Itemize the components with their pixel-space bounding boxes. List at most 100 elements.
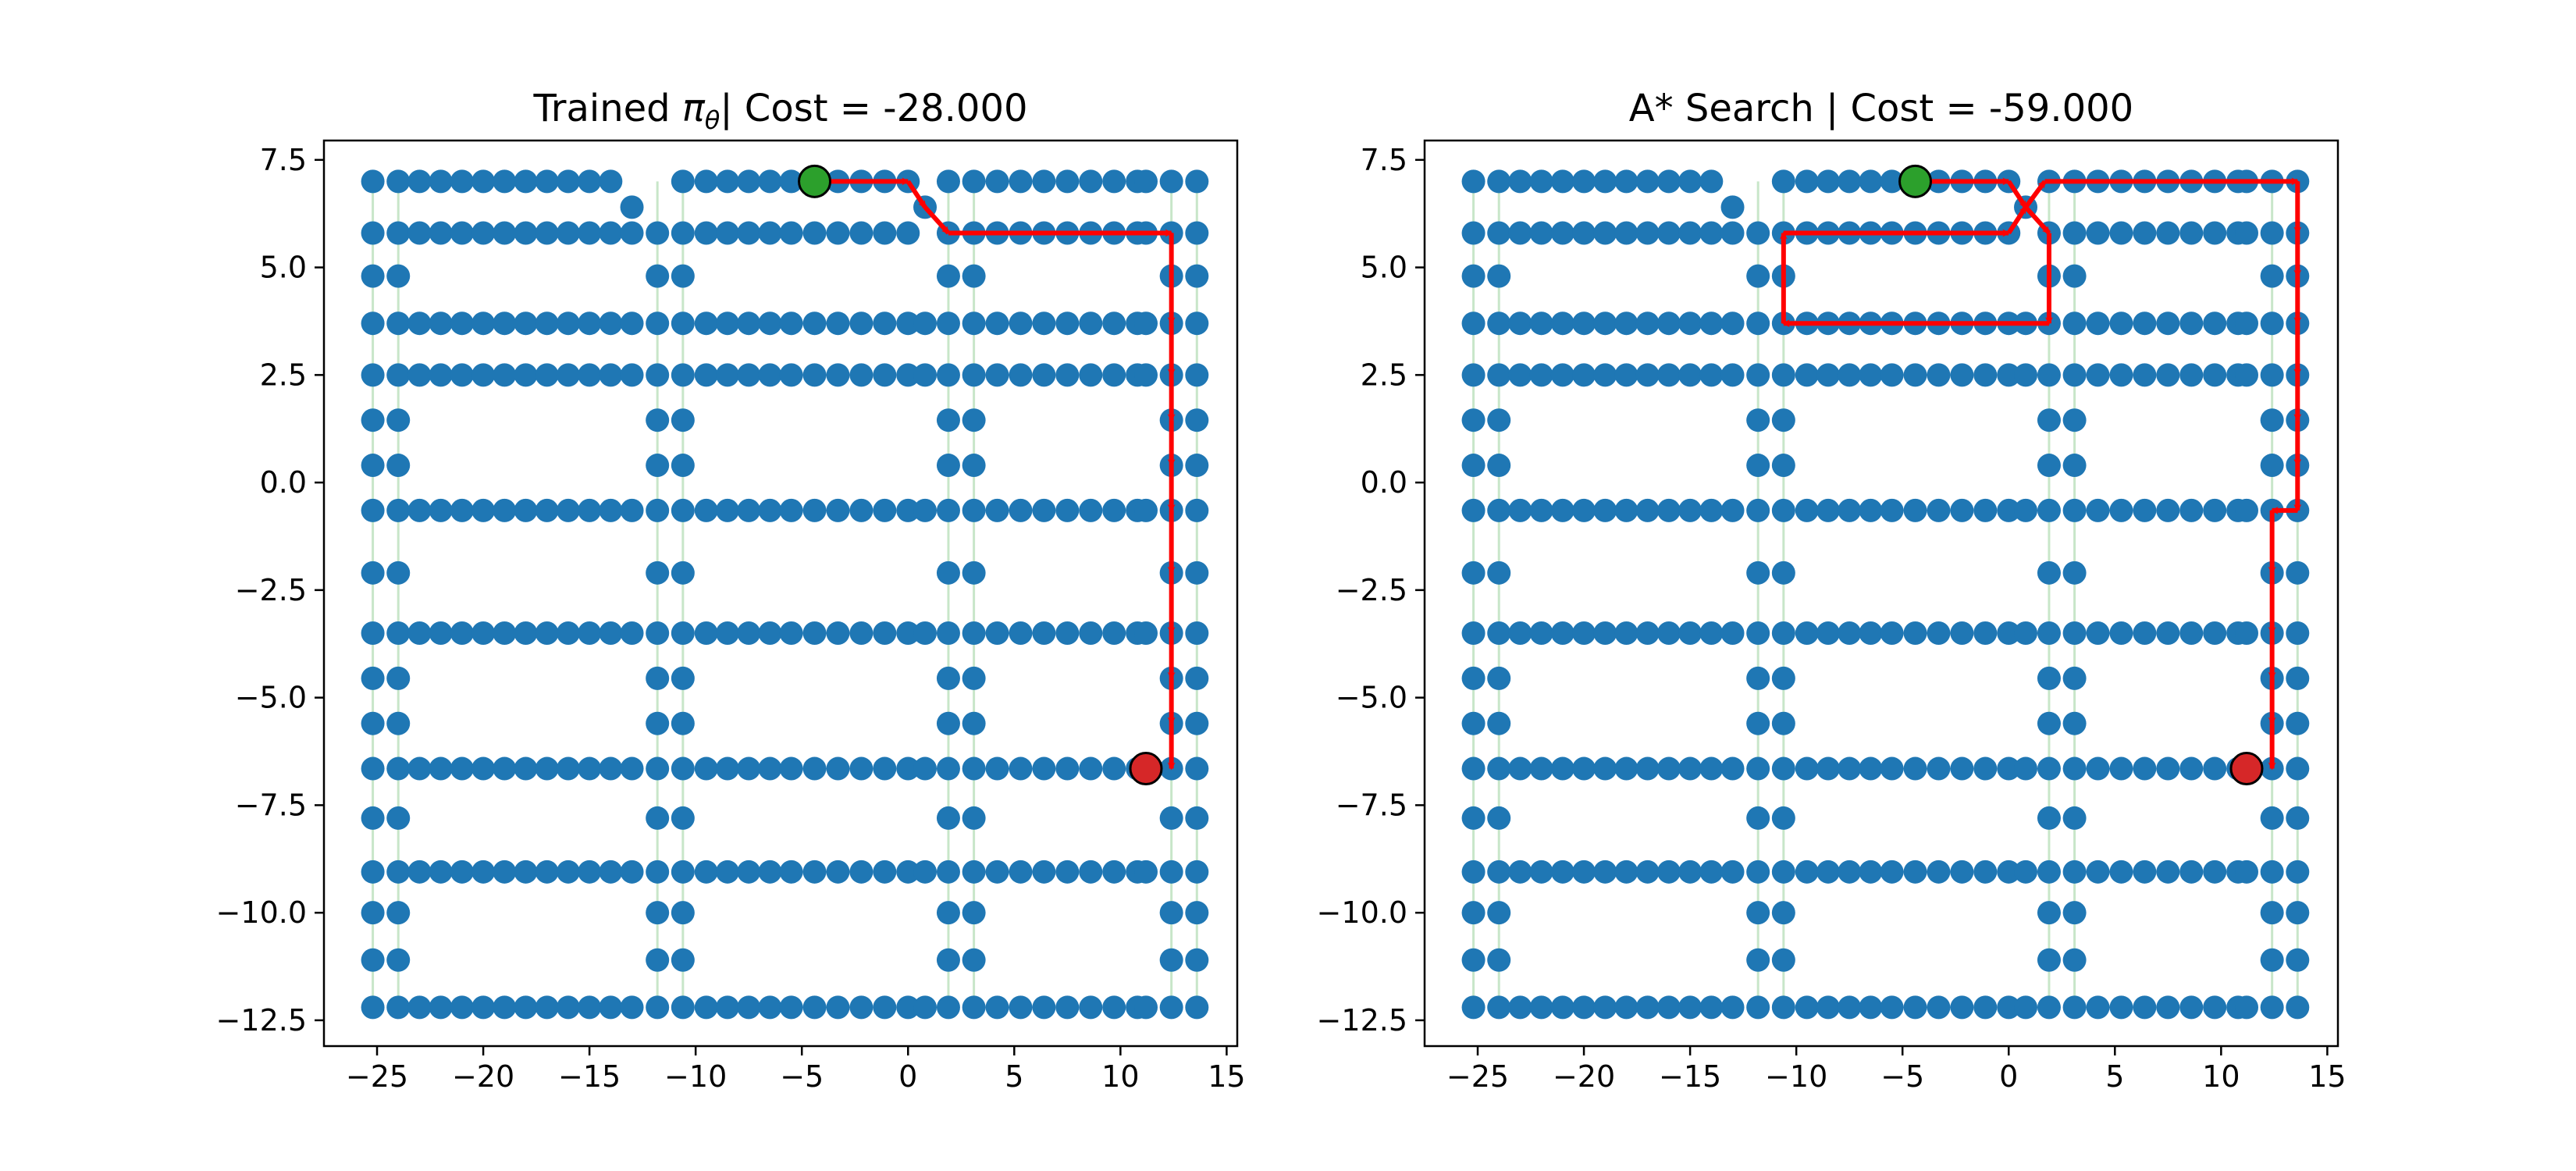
graph-node — [826, 756, 850, 781]
graph-node — [429, 860, 453, 884]
graph-node — [962, 311, 986, 336]
graph-node — [1997, 756, 2021, 781]
graph-node — [913, 363, 938, 387]
graph-node — [1032, 621, 1056, 645]
graph-node — [1746, 498, 1770, 522]
graph-node — [694, 621, 718, 645]
graph-node — [1185, 711, 1209, 735]
graph-node — [802, 860, 827, 884]
graph-node — [1009, 498, 1033, 522]
graph-node — [737, 311, 761, 336]
graph-node — [1593, 621, 1617, 645]
graph-node — [1461, 454, 1485, 478]
graph-node — [758, 498, 782, 522]
graph-node — [578, 498, 602, 522]
graph-node — [1656, 363, 1681, 387]
graph-node — [2260, 221, 2284, 245]
graph-node — [1771, 561, 1795, 585]
graph-node — [962, 621, 986, 645]
graph-node — [962, 666, 986, 690]
graph-node — [386, 666, 411, 690]
graph-node — [2133, 621, 2157, 645]
graph-node — [1079, 169, 1103, 194]
graph-node — [450, 860, 474, 884]
graph-node — [1009, 621, 1033, 645]
graph-node — [936, 948, 960, 972]
graph-node — [1055, 621, 1080, 645]
graph-node — [936, 711, 960, 735]
graph-node — [671, 948, 695, 972]
graph-node — [1859, 498, 1883, 522]
graph-node — [1159, 948, 1183, 972]
graph-node — [1572, 498, 1596, 522]
graph-node — [450, 221, 474, 245]
graph-node — [514, 498, 538, 522]
graph-node — [896, 221, 920, 245]
graph-node — [1185, 995, 1209, 1020]
graph-node — [599, 169, 623, 194]
x-tick-label: 5 — [2105, 1059, 2124, 1094]
graph-node — [1678, 756, 1703, 781]
graph-node — [599, 860, 623, 884]
graph-node — [2109, 860, 2133, 884]
y-tick-label: 2.5 — [1361, 358, 1407, 392]
graph-node — [826, 498, 850, 522]
graph-node — [1550, 756, 1574, 781]
graph-node — [429, 756, 453, 781]
graph-node — [1461, 995, 1485, 1020]
graph-node — [962, 901, 986, 925]
graph-node — [1771, 901, 1795, 925]
graph-node — [2109, 311, 2133, 336]
graph-node — [962, 264, 986, 288]
graph-node — [2062, 711, 2087, 735]
graph-node — [671, 756, 695, 781]
graph-node — [2203, 621, 2227, 645]
graph-node — [493, 498, 517, 522]
graph-node — [1055, 860, 1080, 884]
y-tick-label: −7.5 — [235, 788, 307, 822]
graph-node — [1461, 860, 1485, 884]
graph-node — [646, 561, 670, 585]
graph-node — [2156, 995, 2180, 1020]
graph-node — [1997, 621, 2021, 645]
graph-node — [962, 561, 986, 585]
graph-node — [1838, 860, 1862, 884]
graph-node — [936, 454, 960, 478]
graph-node — [1795, 756, 1819, 781]
graph-node — [1185, 561, 1209, 585]
graph-node — [493, 363, 517, 387]
graph-node — [1720, 995, 1745, 1020]
graph-node — [1746, 561, 1770, 585]
y-axis: 7.5 5.0 2.5 0.0 −2.5 −5.0 −7.5 −10.0 −12.5 — [1317, 143, 1425, 1038]
graph-node — [1055, 756, 1080, 781]
graph-node — [2260, 995, 2284, 1020]
graph-node — [1032, 311, 1056, 336]
graph-node — [646, 311, 670, 336]
graph-node — [779, 621, 803, 645]
graph-node — [1699, 498, 1724, 522]
graph-node — [2179, 498, 2204, 522]
graph-node — [1185, 169, 1209, 194]
graph-node — [715, 221, 739, 245]
graph-node — [1550, 995, 1574, 1020]
graph-node — [2037, 561, 2061, 585]
graph-node — [1009, 363, 1033, 387]
graph-node — [826, 621, 850, 645]
graph-node — [2156, 756, 2180, 781]
graph-node — [1795, 498, 1819, 522]
graph-node — [1746, 806, 1770, 830]
graph-node — [386, 806, 411, 830]
x-tick-label: −15 — [1659, 1059, 1721, 1094]
graph-node — [1185, 221, 1209, 245]
graph-node — [1461, 363, 1485, 387]
graph-node — [493, 995, 517, 1020]
graph-node — [535, 756, 559, 781]
graph-node — [2260, 408, 2284, 432]
graph-node — [1529, 169, 1553, 194]
graph-node — [361, 221, 385, 245]
graph-node — [493, 860, 517, 884]
x-tick-label: 0 — [1999, 1059, 2018, 1094]
graph-node — [758, 995, 782, 1020]
graph-node — [1795, 995, 1819, 1020]
graph-node — [2260, 363, 2284, 387]
